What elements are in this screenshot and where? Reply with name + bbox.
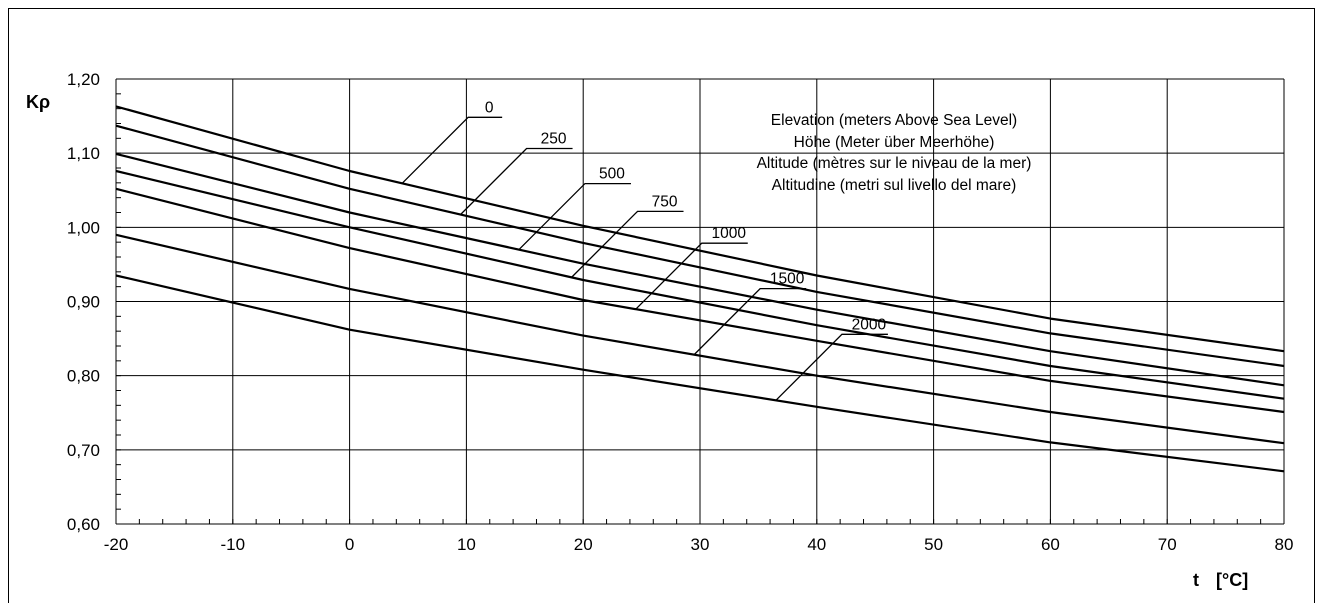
y-tick-label: 0,70 (67, 441, 100, 460)
series-label-500: 500 (599, 166, 625, 183)
series-label-1500: 1500 (770, 271, 805, 288)
y-tick-label: 1,00 (67, 218, 100, 237)
series-line-750 (115, 169, 1285, 400)
series-line-1000 (115, 187, 1285, 414)
y-tick-label: 0,90 (67, 293, 100, 312)
series-label-1000: 1000 (712, 225, 747, 242)
x-tick-labels: -20 -10 0 10 20 30 40 50 60 70 80 (104, 535, 1294, 554)
leader-line-1000 (635, 242, 748, 310)
series-label-250: 250 (541, 130, 567, 147)
y-tick-labels: 0,60 0,70 0,80 0,90 1,00 1,10 1,20 (67, 70, 100, 534)
series-line-0 (115, 105, 1285, 353)
series-label-750: 750 (652, 193, 678, 210)
x-tick-label: 80 (1275, 535, 1294, 554)
y-tick-label: 0,60 (67, 515, 100, 534)
elevation-note: Elevation (meters Above Sea Level) Höhe … (757, 112, 1032, 194)
series-label-2000: 2000 (852, 316, 887, 333)
leader-line-0 (401, 116, 503, 184)
note-line-3: Altitude (mètres sur le niveau de la mer… (757, 155, 1032, 172)
series-label-0: 0 (485, 99, 494, 116)
x-tick-label: 10 (457, 535, 476, 554)
chart-border (8, 8, 1315, 603)
leader-line-1500 (693, 287, 807, 356)
y-tick-label: 1,10 (67, 144, 100, 163)
leader-line-2000 (775, 333, 888, 401)
note-line-1: Elevation (meters Above Sea Level) (771, 112, 1017, 129)
x-tick-label: 20 (574, 535, 593, 554)
series-line-2000 (115, 274, 1285, 473)
y-axis-label: Kρ (26, 92, 50, 112)
series-labels: 0 250 500 750 1000 1500 2000 (401, 99, 888, 401)
x-tick-label: 60 (1041, 535, 1060, 554)
x-tick-label: 40 (807, 535, 826, 554)
y-tick-label: 0,80 (67, 367, 100, 386)
series-line-500 (115, 152, 1285, 387)
series-lines (115, 105, 1285, 473)
series-line-1500 (115, 233, 1285, 445)
series-line-250 (115, 124, 1285, 368)
leader-line-500 (518, 182, 631, 251)
x-axis-label: t (1193, 570, 1199, 590)
x-tick-label: 70 (1158, 535, 1177, 554)
leader-line-250 (460, 147, 573, 215)
note-line-2: Höhe (Meter über Meerhöhe) (794, 134, 995, 151)
x-tick-label: 0 (345, 535, 354, 554)
x-tick-label: -20 (104, 535, 129, 554)
x-tick-label: 50 (924, 535, 943, 554)
note-line-4: Altitudine (metri sul livello del mare) (772, 177, 1017, 194)
x-tick-label: -10 (221, 535, 246, 554)
x-tick-label: 30 (691, 535, 710, 554)
leader-line-750 (571, 210, 684, 278)
grid (115, 78, 1285, 525)
y-tick-label: 1,20 (67, 70, 100, 89)
x-axis-unit: [°C] (1216, 570, 1248, 590)
